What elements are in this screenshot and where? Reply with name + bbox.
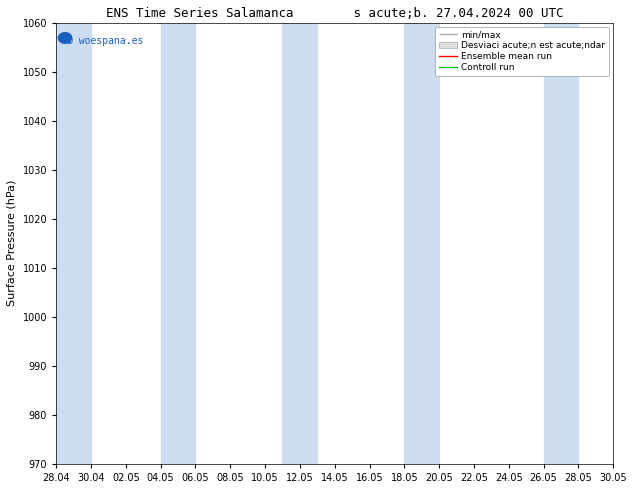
Title: ENS Time Series Salamanca        s acute;b. 27.04.2024 00 UTC: ENS Time Series Salamanca s acute;b. 27.… <box>106 7 564 20</box>
Bar <box>543 23 578 464</box>
Bar <box>160 23 195 464</box>
Bar <box>404 23 439 464</box>
Y-axis label: Surface Pressure (hPa): Surface Pressure (hPa) <box>7 180 17 306</box>
Bar <box>283 23 317 464</box>
Legend: min/max, Desviaci acute;n est acute;ndar, Ensemble mean run, Controll run: min/max, Desviaci acute;n est acute;ndar… <box>435 27 609 75</box>
Bar <box>56 23 91 464</box>
Text: © woespana.es: © woespana.es <box>67 36 144 46</box>
Circle shape <box>58 33 72 43</box>
